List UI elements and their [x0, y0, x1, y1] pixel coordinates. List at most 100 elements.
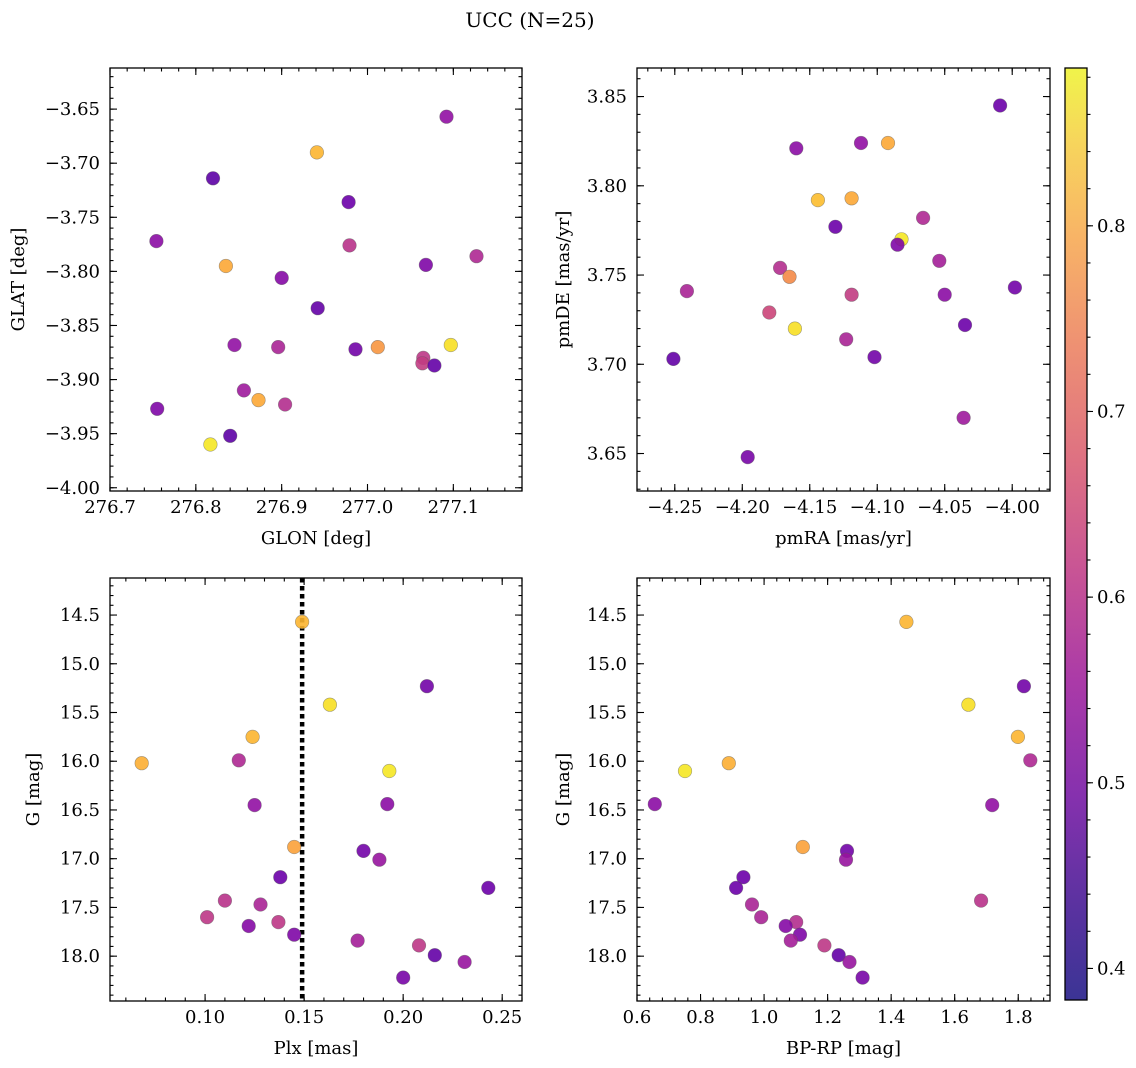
data-point: [679, 284, 695, 299]
data-point: [241, 918, 256, 934]
y-axis-label: pmDE [mas/yr]: [553, 211, 574, 349]
y-tick-label: −3.85: [45, 315, 100, 336]
data-point: [287, 927, 302, 942]
data-point: [396, 970, 411, 985]
data-point: [149, 234, 164, 249]
y-axis-label: G [mag]: [553, 753, 574, 826]
data-point: [247, 797, 262, 813]
data-point: [382, 763, 397, 779]
data-point: [992, 98, 1008, 113]
x-tick-label: −4.20: [715, 497, 770, 518]
data-point: [253, 897, 268, 912]
data-point: [762, 305, 777, 320]
y-tick-label: 14.5: [587, 605, 627, 626]
x-tick-label: 1.4: [877, 1007, 906, 1028]
panel-2: −4.25 −4.20 −4.15 −4.10 −4.05 −4.00 3.65 3.70 3.…: [553, 67, 1051, 549]
data-point: [236, 383, 251, 398]
y-tick-label: 3.80: [587, 176, 627, 197]
data-point: [880, 135, 896, 151]
data-point: [457, 954, 472, 970]
data-point: [203, 437, 218, 452]
y-tick-label: 17.0: [587, 849, 627, 870]
data-point: [341, 195, 356, 210]
y-tick-label: 16.0: [587, 751, 627, 772]
data-point: [1016, 679, 1032, 694]
data-point: [350, 933, 365, 948]
y-tick-label: 17.5: [587, 897, 627, 918]
data-point: [372, 852, 387, 867]
data-point: [439, 109, 454, 124]
data-point: [899, 614, 914, 630]
y-tick-label: 18.0: [60, 946, 100, 967]
data-point: [787, 321, 803, 336]
data-point: [309, 145, 325, 160]
data-point: [957, 317, 973, 333]
data-point: [855, 970, 870, 985]
data-point: [778, 918, 793, 934]
y-tick-label: 14.5: [60, 605, 100, 626]
x-tick-label: 1.0: [750, 1007, 779, 1028]
x-tick-label: 0.25: [482, 1007, 522, 1028]
x-tick-label: 277.0: [342, 497, 394, 518]
data-point: [853, 135, 869, 151]
y-tick-label: 18.0: [587, 946, 627, 967]
x-tick-label: 0.20: [383, 1007, 423, 1028]
y-tick-label: 3.65: [587, 444, 627, 465]
y-tick-label: 15.0: [587, 654, 627, 675]
data-point: [844, 191, 859, 206]
x-tick-label: 276.8: [170, 497, 222, 518]
data-point: [427, 358, 442, 373]
x-tick-label: 1.8: [1004, 1007, 1033, 1028]
colorbar-tick-label: 0.8: [1097, 216, 1126, 237]
y-tick-label: 16.5: [60, 800, 100, 821]
x-tick-label: −4.10: [850, 497, 905, 518]
data-point: [310, 301, 325, 316]
y-tick-label: −3.70: [45, 153, 100, 174]
data-point: [469, 249, 484, 264]
data-point: [666, 351, 681, 367]
x-tick-label: −4.05: [917, 497, 972, 518]
data-point: [740, 450, 755, 465]
data-point: [205, 171, 221, 186]
data-point: [932, 253, 947, 268]
colorbar-tick-label: 0.4: [1097, 958, 1126, 979]
y-tick-label: −3.95: [45, 424, 100, 445]
data-point: [1010, 729, 1026, 745]
x-tick-label: 0.6: [623, 1007, 652, 1028]
y-tick-label: −4.00: [45, 478, 100, 499]
x-tick-label: −4.25: [647, 497, 702, 518]
data-point: [937, 287, 952, 302]
data-point: [356, 843, 371, 859]
axes-frame: [109, 577, 523, 1002]
colorbar-tick-label: 0.7: [1097, 401, 1126, 422]
x-tick-label: −4.15: [782, 497, 837, 518]
x-tick-label: 0.8: [686, 1007, 715, 1028]
x-tick-label: 1.6: [940, 1007, 969, 1028]
data-point: [427, 948, 442, 963]
x-tick-label: 277.1: [428, 497, 480, 518]
colorbar-gradient: [1064, 67, 1088, 1001]
data-point: [677, 763, 693, 779]
colorbar: 0.4 0.5 0.6 0.7 0.8: [1064, 67, 1126, 1001]
data-point: [411, 938, 427, 953]
data-point: [789, 141, 804, 156]
data-point: [348, 342, 363, 357]
panel-3: 0.10 0.15 0.20 0.25 14.5 15.0 15.5 16.0 16.5 17.0…: [23, 577, 523, 1059]
x-tick-label: 276.9: [256, 497, 308, 518]
y-tick-label: −3.90: [45, 370, 100, 391]
y-tick-label: 15.0: [60, 654, 100, 675]
figure-title: UCC (N=25): [465, 8, 594, 32]
data-point: [838, 852, 854, 867]
data-point: [227, 337, 242, 353]
data-point: [828, 219, 843, 234]
y-tick-label: 3.85: [587, 87, 627, 108]
y-tick-label: 3.70: [587, 354, 627, 375]
data-point: [961, 697, 976, 712]
data-point: [443, 337, 458, 353]
data-point: [287, 839, 302, 855]
x-axis-label: BP-RP [mag]: [786, 1038, 901, 1059]
data-point: [754, 910, 769, 925]
data-point: [810, 193, 826, 208]
x-tick-label: 0.10: [185, 1007, 225, 1028]
